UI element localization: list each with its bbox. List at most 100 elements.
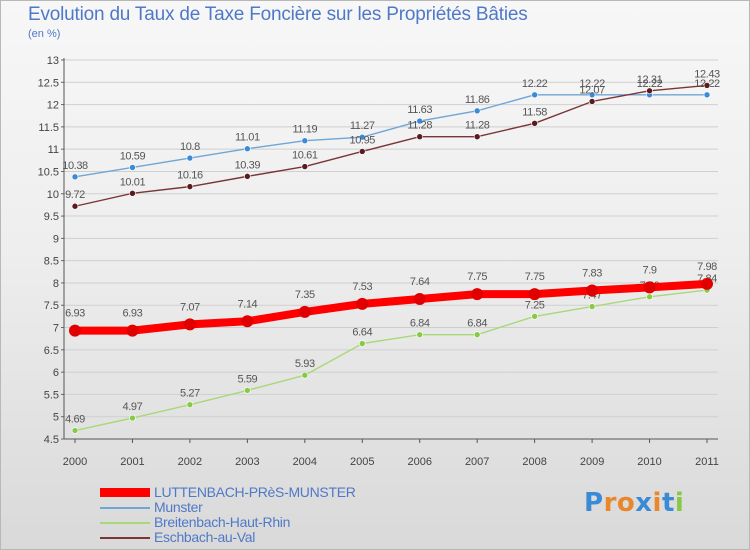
y-tick-label: 8 bbox=[53, 278, 59, 290]
data-point bbox=[244, 145, 251, 153]
data-label: 12.22 bbox=[522, 78, 548, 90]
data-point bbox=[416, 117, 424, 125]
x-tick-label: 2009 bbox=[580, 456, 604, 468]
data-label: 11.01 bbox=[235, 132, 260, 144]
data-label: 7.64 bbox=[410, 276, 430, 288]
data-label: 11.86 bbox=[465, 94, 490, 106]
y-tick-label: 11 bbox=[48, 144, 59, 156]
x-tick-label: 2004 bbox=[293, 456, 317, 468]
data-label: 10.8 bbox=[180, 141, 200, 153]
data-point bbox=[528, 288, 541, 301]
y-tick-label: 6 bbox=[53, 367, 59, 379]
data-label: 12.22 bbox=[637, 78, 663, 90]
data-point bbox=[588, 98, 596, 105]
data-label: 10.38 bbox=[62, 160, 88, 172]
data-point bbox=[588, 303, 596, 310]
data-label: 10.59 bbox=[120, 150, 146, 162]
data-point bbox=[703, 82, 711, 89]
data-label: 7.9 bbox=[642, 264, 656, 276]
y-tick-label: 6.5 bbox=[44, 345, 59, 357]
data-label: 5.27 bbox=[180, 388, 200, 400]
x-tick-label: 2007 bbox=[465, 456, 489, 468]
data-label: 7.07 bbox=[180, 301, 200, 313]
data-point bbox=[646, 87, 653, 95]
data-label: 12.07 bbox=[579, 84, 605, 96]
data-label: 7.75 bbox=[467, 271, 487, 283]
series-line-breitenbach-haut-rhin bbox=[74, 289, 708, 432]
data-point bbox=[244, 387, 251, 394]
data-point bbox=[69, 324, 81, 337]
logo-letter: o bbox=[616, 488, 636, 518]
data-label: 11.19 bbox=[292, 124, 317, 136]
data-point bbox=[701, 277, 713, 290]
y-tick-label: 9 bbox=[53, 233, 59, 245]
data-label: 5.59 bbox=[237, 373, 257, 385]
data-point bbox=[71, 202, 79, 210]
data-point bbox=[129, 190, 136, 197]
y-tick-label: 11.5 bbox=[38, 122, 59, 134]
y-tick-label: 10.5 bbox=[38, 166, 59, 178]
data-point bbox=[531, 120, 538, 127]
data-label: 11.63 bbox=[407, 104, 432, 116]
data-point bbox=[301, 137, 309, 145]
data-point bbox=[358, 340, 366, 347]
series-line-luttenbach-pr-s-munster bbox=[71, 279, 711, 335]
data-point bbox=[129, 414, 136, 422]
data-point bbox=[416, 133, 424, 140]
x-tick-label: 2002 bbox=[178, 456, 202, 468]
series-line-munster bbox=[74, 94, 708, 178]
data-label: 7.53 bbox=[352, 281, 372, 293]
data-label: 5.93 bbox=[295, 358, 315, 370]
data-label: 10.01 bbox=[120, 176, 146, 188]
x-tick-label: 2000 bbox=[63, 456, 87, 468]
data-point bbox=[473, 331, 481, 338]
legend-swatch bbox=[100, 522, 150, 524]
logo-letter: i bbox=[652, 488, 662, 518]
y-tick-label: 5 bbox=[53, 412, 59, 424]
data-point bbox=[531, 313, 538, 320]
logo-letter: i bbox=[674, 488, 685, 518]
data-label: 9.72 bbox=[65, 189, 85, 201]
data-label: 6.84 bbox=[410, 318, 430, 330]
data-label: 6.93 bbox=[65, 308, 85, 320]
data-point bbox=[413, 292, 426, 305]
data-label: 11.28 bbox=[465, 120, 490, 132]
legend-swatch bbox=[100, 488, 150, 497]
logo-letter: t bbox=[661, 488, 675, 518]
data-point bbox=[646, 293, 653, 301]
data-label: 12.31 bbox=[637, 74, 663, 86]
data-point bbox=[358, 133, 366, 141]
data-point bbox=[183, 318, 196, 331]
data-point bbox=[471, 288, 484, 301]
data-label: 7.98 bbox=[697, 261, 717, 273]
chart-title: Evolution du Taux de Taxe Foncière sur l… bbox=[28, 4, 528, 25]
y-tick-label: 9.5 bbox=[44, 211, 59, 223]
y-tick-label: 5.5 bbox=[44, 389, 59, 401]
series-line-eschbach-au-val bbox=[74, 84, 708, 207]
logo-letter: P bbox=[584, 488, 604, 518]
data-point bbox=[416, 331, 424, 338]
data-point bbox=[298, 305, 311, 318]
legend-label: Munster bbox=[154, 499, 203, 515]
data-point bbox=[531, 91, 538, 99]
data-point bbox=[186, 154, 194, 162]
data-point bbox=[356, 297, 369, 310]
data-label: 11.28 bbox=[407, 120, 432, 132]
data-label: 10.61 bbox=[292, 150, 318, 162]
data-label: 11.27 bbox=[350, 120, 375, 132]
data-label: 7.83 bbox=[582, 268, 602, 280]
data-label: 12.22 bbox=[579, 78, 605, 90]
y-tick-label: 12.5 bbox=[38, 77, 59, 89]
x-tick-label: 2001 bbox=[120, 456, 144, 468]
data-point bbox=[126, 324, 139, 337]
x-tick-label: 2003 bbox=[235, 456, 259, 468]
data-label: 4.69 bbox=[65, 414, 85, 426]
data-point bbox=[71, 173, 79, 181]
y-tick-label: 8.5 bbox=[44, 256, 59, 268]
data-label: 10.16 bbox=[177, 170, 203, 182]
legend-label: Eschbach-au-Val bbox=[154, 529, 256, 545]
data-label: 10.39 bbox=[235, 159, 261, 171]
legend-label: Breitenbach-Haut-Rhin bbox=[154, 514, 291, 530]
data-point bbox=[473, 133, 481, 140]
